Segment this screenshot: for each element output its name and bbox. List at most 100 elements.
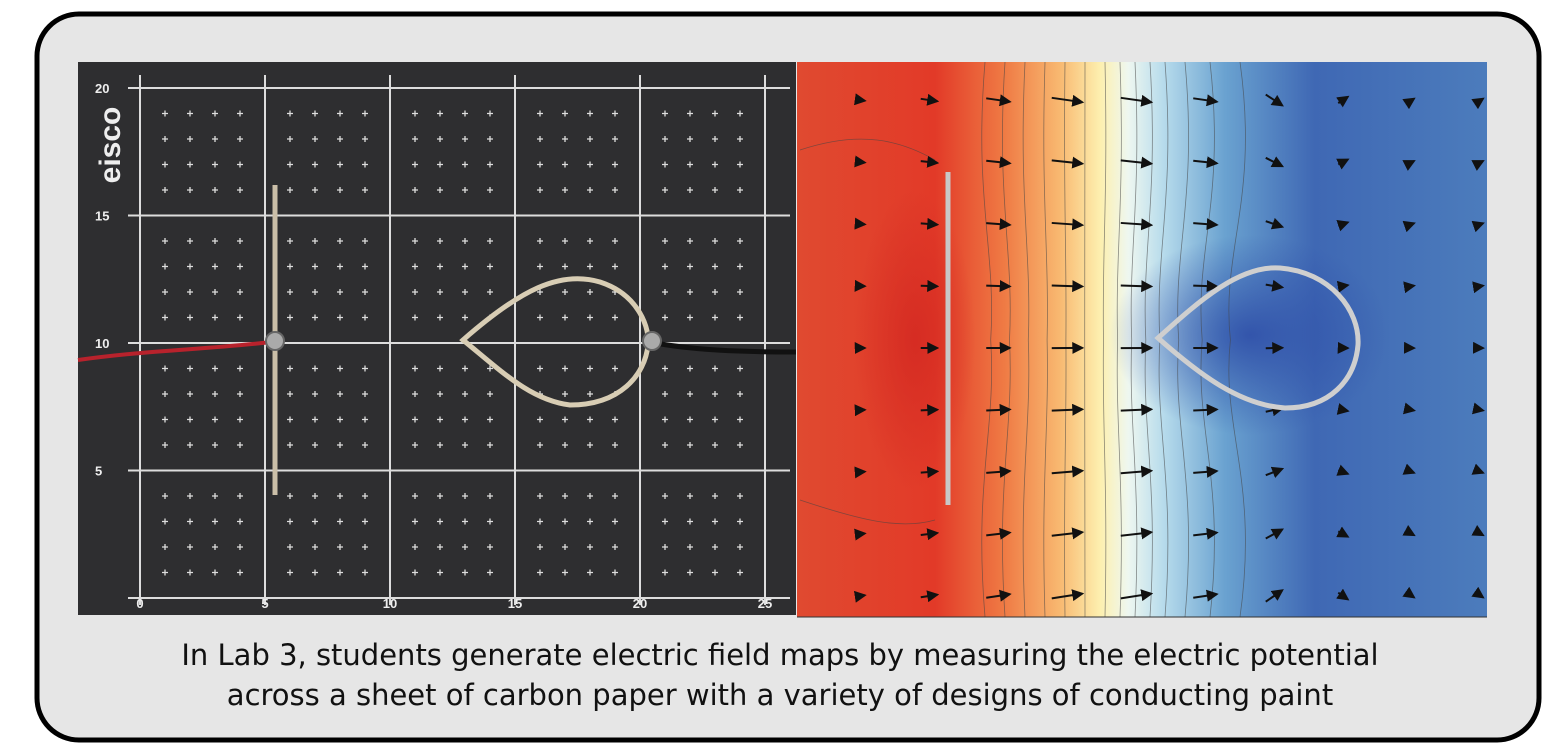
field-arrow [1193, 218, 1219, 231]
plus [687, 391, 693, 397]
field-arrow [920, 279, 940, 292]
plus [237, 314, 243, 321]
plus [187, 314, 193, 321]
plus [662, 314, 668, 321]
plus [187, 110, 193, 117]
ruler-label: 10 [383, 596, 397, 611]
field-arrow [1193, 94, 1219, 107]
plus [687, 569, 693, 576]
plus [687, 314, 693, 321]
plus [412, 416, 418, 423]
plus [462, 289, 468, 295]
field-arrow [1120, 280, 1154, 293]
field-arrow [1051, 218, 1085, 231]
plus [312, 518, 318, 525]
plus [337, 161, 343, 168]
plus [587, 518, 593, 525]
field-arrow [853, 590, 867, 603]
plus [462, 569, 468, 576]
plus [337, 416, 343, 423]
plus [562, 365, 568, 372]
plus [587, 569, 593, 576]
plus [237, 391, 243, 397]
field-arrow [920, 404, 940, 417]
plus [737, 263, 743, 270]
field-arrow [1051, 280, 1085, 293]
carbon-paper-photo: eisco 0 5 10 15 20 25 5 10 15 20 [77, 62, 797, 615]
brand: eisco [94, 107, 127, 184]
plus [537, 110, 543, 117]
plus [712, 569, 718, 576]
contour [981, 61, 993, 618]
plus [287, 365, 293, 372]
plus [362, 442, 368, 448]
plus [337, 110, 343, 117]
plus [412, 518, 418, 525]
contour [1200, 61, 1215, 618]
plus [312, 416, 318, 423]
plus [662, 493, 668, 499]
plus [612, 493, 618, 499]
plus [337, 289, 343, 295]
plus [487, 289, 493, 295]
plus [237, 263, 243, 270]
plus [562, 289, 568, 295]
plus [462, 110, 468, 117]
plus [687, 442, 693, 448]
plus [712, 365, 718, 372]
plus [237, 518, 243, 525]
plus [462, 161, 468, 168]
plus [487, 187, 493, 193]
plus [587, 238, 593, 244]
plus [462, 544, 468, 550]
plus [712, 493, 718, 499]
plus [362, 416, 368, 423]
plus [487, 161, 493, 168]
plus [462, 238, 468, 244]
plus [662, 442, 668, 448]
plus [737, 544, 743, 550]
plus [587, 365, 593, 372]
plus [612, 263, 618, 270]
plus [212, 391, 218, 397]
plus [362, 493, 368, 499]
contour [1084, 61, 1086, 618]
plus [737, 136, 743, 142]
plus [537, 416, 543, 423]
field-arrow [1336, 158, 1350, 170]
plus [437, 110, 443, 117]
field-arrow [1402, 220, 1416, 233]
plus [712, 518, 718, 525]
field-arrow [854, 217, 867, 230]
plus [687, 544, 693, 550]
plus [562, 416, 568, 423]
field-arrow [1265, 466, 1285, 479]
plus [237, 416, 243, 423]
plus [587, 136, 593, 142]
plus [287, 442, 293, 448]
plus [662, 110, 668, 117]
plus [362, 238, 368, 244]
contour [1177, 61, 1189, 618]
field-arrow [920, 590, 940, 603]
plus [612, 110, 618, 117]
plus [562, 493, 568, 499]
plus [687, 263, 693, 270]
plus [412, 187, 418, 193]
plus [612, 569, 618, 576]
ruler-label: 5 [95, 464, 102, 479]
contour [1130, 61, 1138, 618]
plus [312, 493, 318, 499]
field-arrow [986, 589, 1012, 602]
plus [437, 187, 443, 193]
plus [412, 569, 418, 576]
plus [737, 416, 743, 423]
plus [562, 187, 568, 193]
plus [437, 493, 443, 499]
plus [462, 365, 468, 372]
plus [337, 544, 343, 550]
plus [537, 187, 543, 193]
plus [587, 110, 593, 117]
plus [187, 391, 193, 397]
plus [487, 136, 493, 142]
